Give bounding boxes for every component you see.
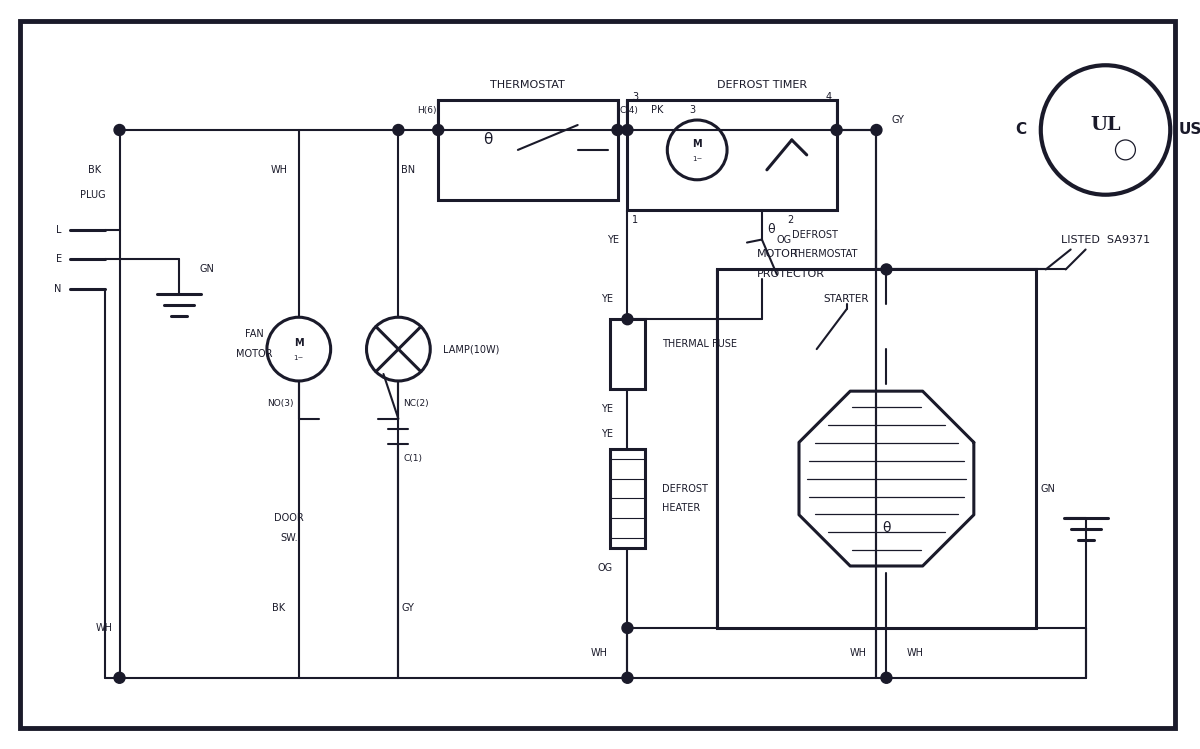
Bar	[610, 449, 644, 548]
Text: C(4): C(4)	[619, 106, 638, 115]
Text: YE: YE	[606, 234, 618, 244]
Text: LAMP(10W): LAMP(10W)	[443, 344, 499, 354]
Text: θ: θ	[767, 223, 774, 236]
Bar	[610, 319, 644, 389]
Text: 2: 2	[787, 215, 793, 225]
Text: NO(3): NO(3)	[268, 399, 294, 408]
Text: THERMOSTAT: THERMOSTAT	[491, 80, 565, 90]
Text: FAN: FAN	[245, 329, 263, 339]
Text: UL: UL	[1091, 116, 1121, 134]
Text: WH: WH	[590, 648, 607, 658]
Text: BK: BK	[272, 603, 286, 613]
Circle shape	[871, 124, 882, 136]
Text: NC(2): NC(2)	[403, 399, 428, 408]
Text: DOOR: DOOR	[274, 513, 304, 524]
Circle shape	[114, 124, 125, 136]
Text: 1~: 1~	[294, 355, 304, 361]
Circle shape	[881, 673, 892, 683]
Text: PROTECTOR: PROTECTOR	[757, 270, 824, 279]
Text: MOTOR: MOTOR	[235, 349, 272, 359]
Bar	[718, 270, 1036, 628]
Text: N: N	[54, 285, 61, 294]
Circle shape	[622, 124, 632, 136]
Circle shape	[114, 673, 125, 683]
Text: E: E	[55, 255, 61, 264]
Text: YE: YE	[600, 404, 612, 414]
Circle shape	[881, 264, 892, 275]
Text: M: M	[294, 338, 304, 348]
Text: OG: OG	[776, 234, 792, 244]
Circle shape	[622, 622, 632, 634]
Text: WH: WH	[96, 623, 113, 633]
Text: BN: BN	[401, 165, 415, 175]
Text: 4: 4	[826, 92, 832, 102]
Text: 3: 3	[689, 105, 695, 115]
Text: θ: θ	[484, 133, 493, 148]
Text: YE: YE	[600, 428, 612, 439]
Text: PK: PK	[652, 105, 664, 115]
Text: DEFROST: DEFROST	[792, 229, 838, 240]
Text: L: L	[56, 225, 61, 234]
Text: C(1): C(1)	[403, 454, 422, 463]
Text: 3: 3	[632, 92, 638, 102]
Text: THERMAL FUSE: THERMAL FUSE	[662, 339, 737, 349]
Text: M: M	[692, 139, 702, 149]
Text: THERMOSTAT: THERMOSTAT	[792, 249, 857, 259]
Text: US: US	[1178, 123, 1200, 138]
Bar	[628, 100, 836, 210]
Text: PLUG: PLUG	[79, 189, 106, 200]
Circle shape	[832, 124, 842, 136]
Text: 1~: 1~	[692, 156, 702, 162]
Text: YE: YE	[600, 294, 612, 304]
Circle shape	[392, 124, 404, 136]
Text: θ: θ	[882, 521, 890, 536]
Text: C: C	[1015, 123, 1026, 138]
Text: GN: GN	[199, 264, 214, 274]
Text: GY: GY	[402, 603, 415, 613]
Text: WH: WH	[850, 648, 866, 658]
Text: MOTOR: MOTOR	[757, 249, 798, 259]
Text: DEFROST: DEFROST	[662, 484, 708, 494]
Text: WH: WH	[270, 165, 287, 175]
Text: BK: BK	[88, 165, 101, 175]
Text: SW.: SW.	[280, 533, 298, 543]
Text: GY: GY	[892, 115, 905, 125]
Text: GN: GN	[1040, 484, 1056, 494]
Circle shape	[433, 124, 444, 136]
Text: LISTED  SA9371: LISTED SA9371	[1061, 234, 1150, 244]
Text: HEATER: HEATER	[662, 503, 701, 514]
Text: 1: 1	[632, 215, 638, 225]
Circle shape	[622, 673, 632, 683]
Text: WH: WH	[906, 648, 923, 658]
Circle shape	[612, 124, 623, 136]
Text: H(6): H(6)	[416, 106, 437, 115]
Bar	[438, 100, 618, 200]
Text: OG: OG	[598, 563, 612, 573]
Circle shape	[622, 314, 632, 325]
Text: DEFROST TIMER: DEFROST TIMER	[716, 80, 806, 90]
Text: STARTER: STARTER	[824, 294, 869, 304]
